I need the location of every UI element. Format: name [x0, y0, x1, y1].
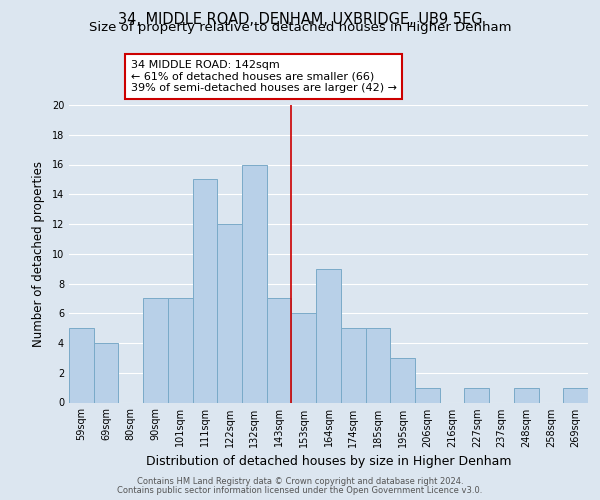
Bar — [563, 388, 588, 402]
Bar — [365, 328, 390, 402]
Bar — [464, 388, 489, 402]
Bar — [69, 328, 94, 402]
Text: Contains public sector information licensed under the Open Government Licence v3: Contains public sector information licen… — [118, 486, 482, 495]
X-axis label: Distribution of detached houses by size in Higher Denham: Distribution of detached houses by size … — [146, 455, 511, 468]
Bar — [143, 298, 168, 403]
Bar — [341, 328, 365, 402]
Bar — [390, 358, 415, 403]
Bar — [217, 224, 242, 402]
Bar — [168, 298, 193, 403]
Bar — [514, 388, 539, 402]
Text: 34 MIDDLE ROAD: 142sqm
← 61% of detached houses are smaller (66)
39% of semi-det: 34 MIDDLE ROAD: 142sqm ← 61% of detached… — [131, 60, 397, 93]
Bar — [242, 164, 267, 402]
Bar — [267, 298, 292, 403]
Y-axis label: Number of detached properties: Number of detached properties — [32, 161, 45, 347]
Text: Contains HM Land Registry data © Crown copyright and database right 2024.: Contains HM Land Registry data © Crown c… — [137, 477, 463, 486]
Bar — [292, 313, 316, 402]
Bar — [316, 268, 341, 402]
Bar — [94, 343, 118, 402]
Text: 34, MIDDLE ROAD, DENHAM, UXBRIDGE, UB9 5EG: 34, MIDDLE ROAD, DENHAM, UXBRIDGE, UB9 5… — [118, 12, 482, 28]
Text: Size of property relative to detached houses in Higher Denham: Size of property relative to detached ho… — [89, 22, 511, 35]
Bar — [415, 388, 440, 402]
Bar — [193, 180, 217, 402]
